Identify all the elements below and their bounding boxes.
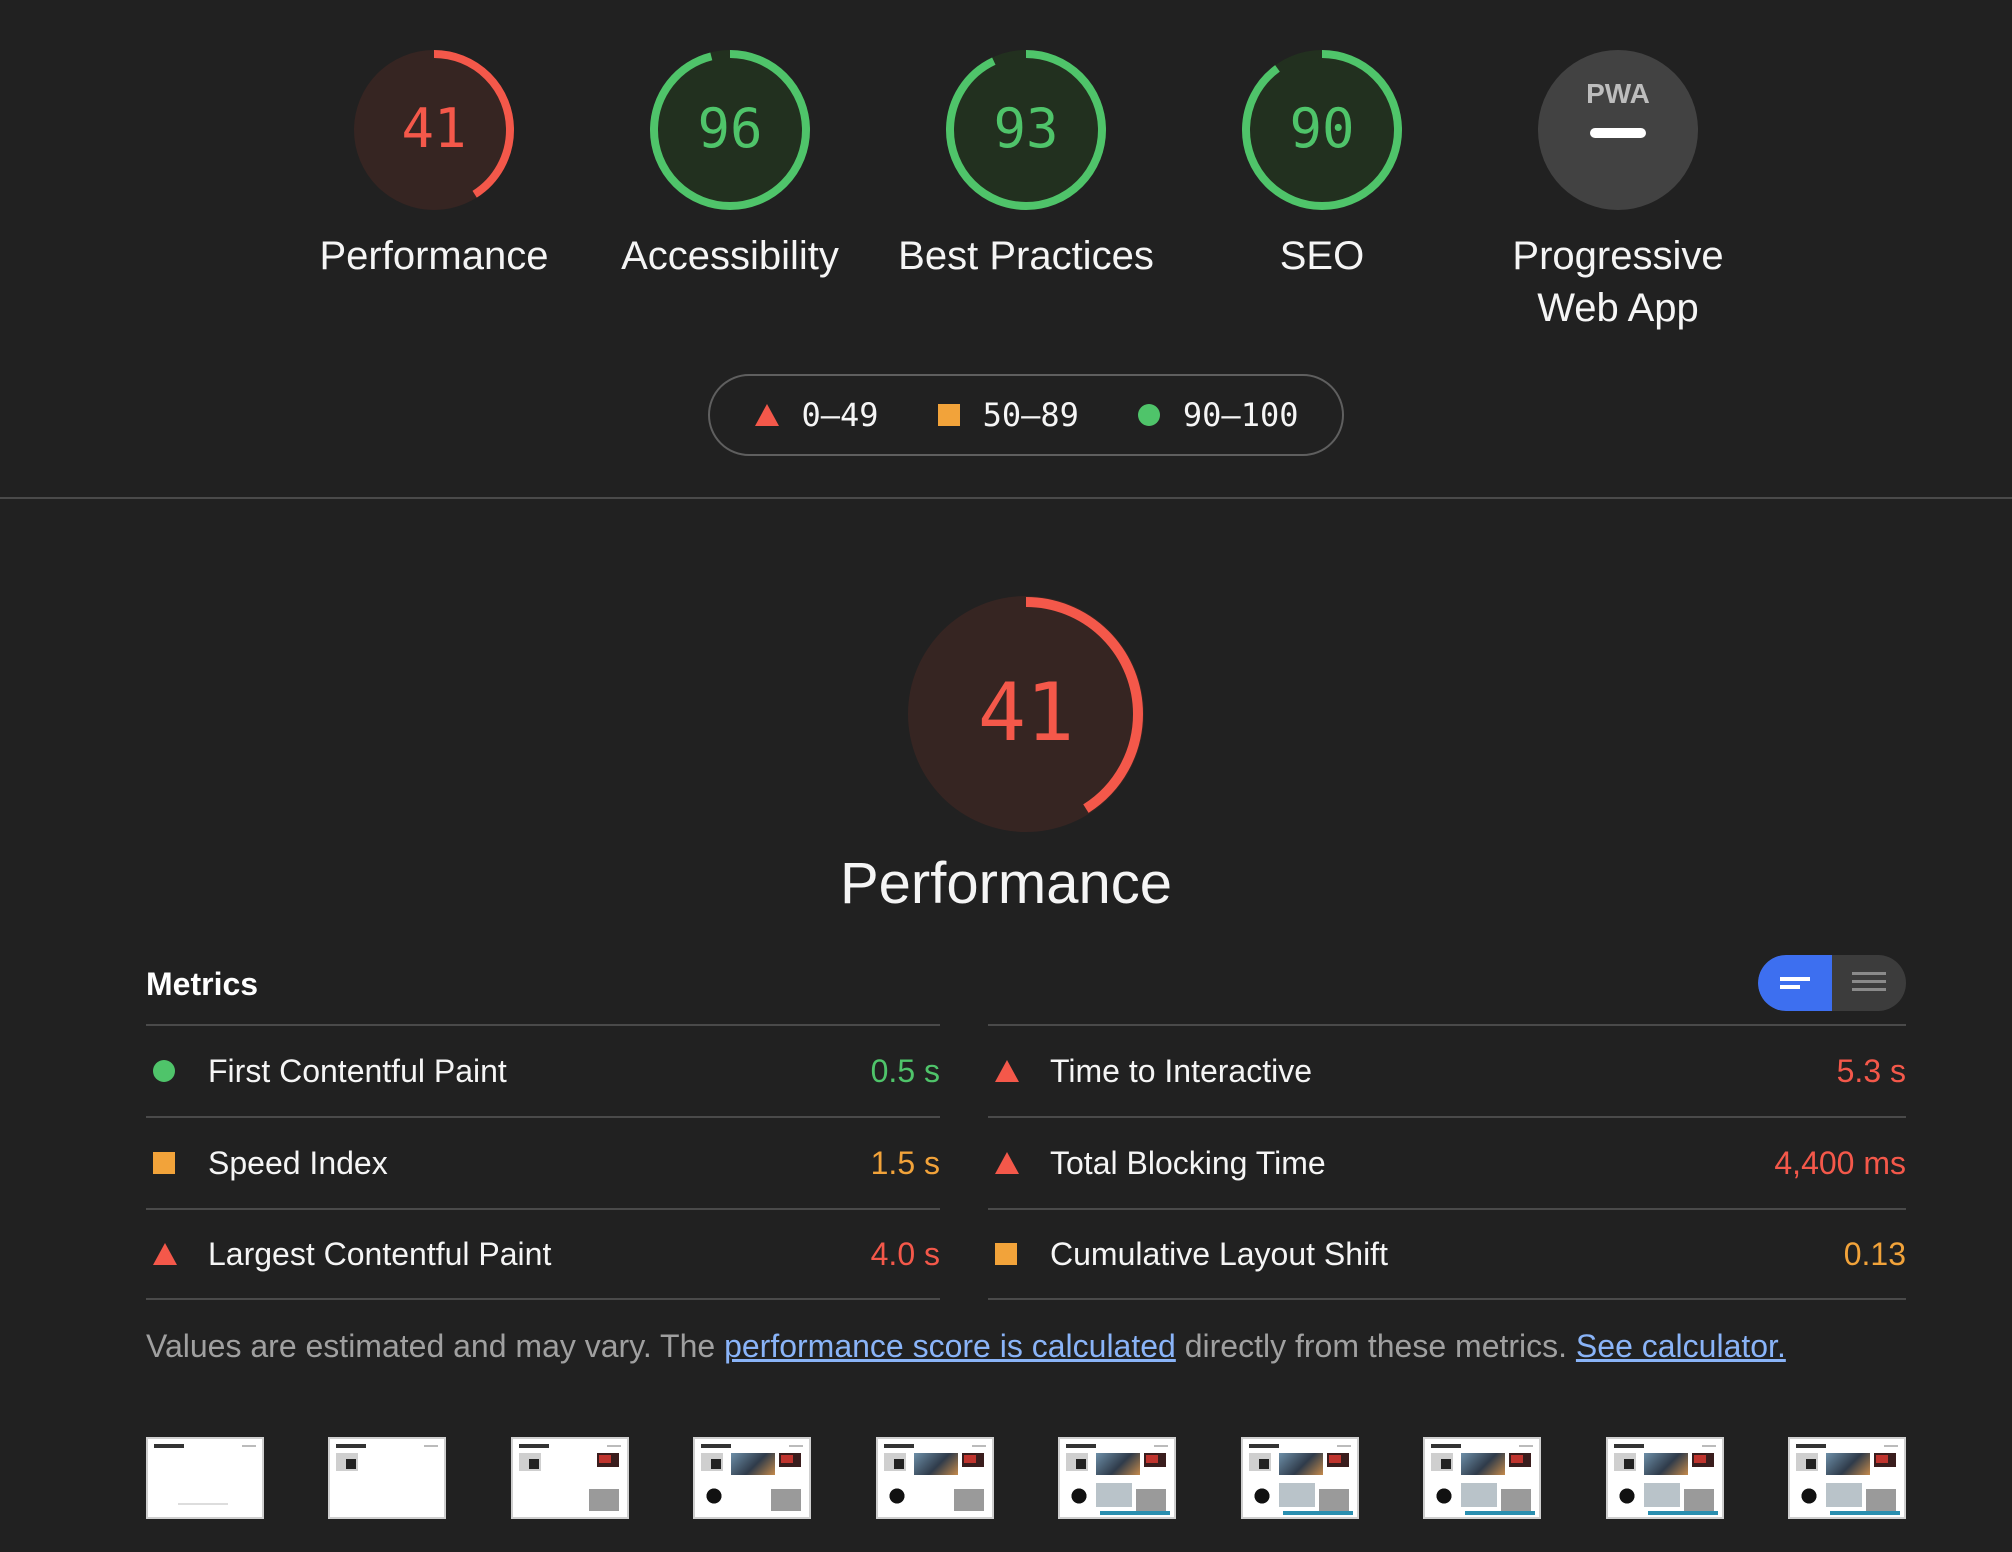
- average-square-icon: [995, 1243, 1017, 1265]
- legend-average: 50–89: [937, 396, 1079, 434]
- metric-value: 0.5 s: [870, 1052, 940, 1089]
- square-icon: [937, 404, 960, 426]
- filmstrip-frame: [328, 1437, 446, 1519]
- performance-label: Performance: [319, 234, 549, 278]
- seo-gauge-ring: 90: [1242, 50, 1402, 210]
- best-practices-label: Best Practices: [898, 234, 1154, 278]
- metric-largest-contentful-paint[interactable]: Largest Contentful Paint 4.0 s: [146, 1208, 940, 1300]
- metric-speed-index[interactable]: Speed Index 1.5 s: [146, 1116, 940, 1208]
- compact-list-icon: [1780, 977, 1810, 989]
- accessibility-score: 96: [697, 97, 762, 160]
- metric-cumulative-layout-shift[interactable]: Cumulative Layout Shift 0.13: [988, 1208, 1906, 1300]
- metric-value: 1.5 s: [870, 1144, 940, 1181]
- average-square-icon: [153, 1152, 175, 1174]
- performance-main-ring: 41: [908, 596, 1144, 832]
- metric-value: 4.0 s: [870, 1235, 940, 1272]
- metrics-note: Values are estimated and may vary. The p…: [146, 1328, 1786, 1364]
- expanded-list-icon: [1852, 972, 1886, 991]
- metric-time-to-interactive[interactable]: Time to Interactive 5.3 s: [988, 1024, 1906, 1116]
- filmstrip-frame: [1241, 1437, 1359, 1519]
- accessibility-label: Accessibility: [621, 234, 839, 278]
- legend-fail: 0–49: [754, 396, 879, 434]
- pwa-logo-icon: PWA: [1586, 78, 1650, 109]
- best-practices-gauge-ring: 93: [946, 50, 1106, 210]
- metric-value: 4,400 ms: [1774, 1144, 1906, 1181]
- filmstrip-frame: [146, 1437, 264, 1519]
- filmstrip-frame: [1788, 1437, 1906, 1519]
- gauge-performance[interactable]: 41 Performance: [284, 48, 584, 282]
- metrics-right-column: Time to Interactive 5.3 s Total Blocking…: [988, 1024, 1906, 1300]
- best-practices-score: 93: [993, 97, 1058, 160]
- score-legend: 0–49 50–89 90–100: [708, 374, 1344, 456]
- pwa-gauge-badge: PWA: [1538, 50, 1698, 210]
- filmstrip-frame: [1606, 1437, 1724, 1519]
- seo-score: 90: [1289, 97, 1354, 160]
- filmstrip: [146, 1437, 1906, 1521]
- gauge-accessibility[interactable]: 96 Accessibility: [580, 48, 880, 282]
- section-divider: [0, 497, 2012, 499]
- performance-score: 41: [401, 97, 466, 160]
- see-calculator-link[interactable]: See calculator.: [1575, 1328, 1786, 1364]
- pass-circle-icon: [153, 1060, 175, 1082]
- metric-first-contentful-paint[interactable]: First Contentful Paint 0.5 s: [146, 1024, 940, 1116]
- metric-value: 0.13: [1843, 1235, 1906, 1272]
- metric-total-blocking-time[interactable]: Total Blocking Time 4,400 ms: [988, 1116, 1906, 1208]
- filmstrip-frame: [693, 1437, 811, 1519]
- compact-view-button[interactable]: [1758, 955, 1832, 1011]
- expanded-view-button[interactable]: [1832, 955, 1906, 1011]
- accessibility-gauge-ring: 96: [650, 50, 810, 210]
- fail-triangle-icon: [995, 1152, 1019, 1174]
- performance-main-gauge: 41: [906, 594, 1146, 839]
- filmstrip-frame: [511, 1437, 629, 1519]
- fail-triangle-icon: [995, 1060, 1019, 1082]
- gauge-pwa[interactable]: PWA Progressive Web App: [1468, 48, 1768, 334]
- seo-label: SEO: [1279, 234, 1365, 278]
- fail-triangle-icon: [153, 1243, 177, 1265]
- gauge-seo[interactable]: 90 SEO: [1172, 48, 1472, 282]
- gauge-best-practices[interactable]: 93 Best Practices: [876, 48, 1176, 282]
- metrics-left-column: First Contentful Paint 0.5 s Speed Index…: [146, 1024, 940, 1300]
- metric-value: 5.3 s: [1836, 1052, 1906, 1089]
- triangle-icon: [754, 404, 779, 426]
- pwa-label: Progressive Web App: [1512, 234, 1724, 330]
- filmstrip-frame: [1058, 1437, 1176, 1519]
- performance-main-title: Performance: [839, 851, 1173, 916]
- legend-pass: 90–100: [1137, 396, 1298, 434]
- metrics-heading: Metrics: [146, 966, 259, 1002]
- performance-main-score: 41: [978, 666, 1074, 759]
- score-calculation-link[interactable]: performance score is calculated: [724, 1328, 1176, 1364]
- filmstrip-frame: [876, 1437, 994, 1519]
- category-gauges: 41 Performance 96 Accessibility 93 Best …: [0, 48, 2012, 338]
- performance-gauge-ring: 41: [354, 50, 514, 210]
- filmstrip-frame: [1423, 1437, 1541, 1519]
- pwa-dash-icon: [1590, 128, 1646, 138]
- metrics-view-toggle[interactable]: [1758, 955, 1906, 1011]
- circle-icon: [1137, 404, 1160, 426]
